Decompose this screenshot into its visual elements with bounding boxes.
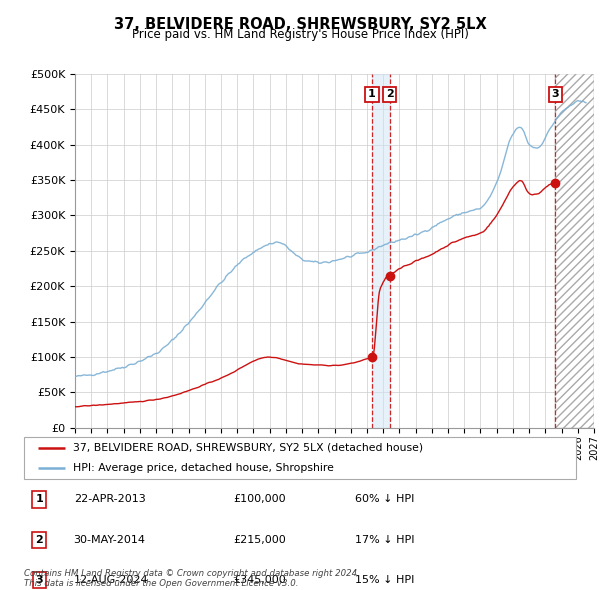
Text: 1: 1 [368,89,376,99]
Text: 15% ↓ HPI: 15% ↓ HPI [355,575,415,585]
Bar [372,74,390,428]
Text: 37, BELVIDERE ROAD, SHREWSBURY, SY2 5LX (detached house): 37, BELVIDERE ROAD, SHREWSBURY, SY2 5LX … [73,442,423,453]
Text: HPI: Average price, detached house, Shropshire: HPI: Average price, detached house, Shro… [73,463,334,473]
Text: 12-AUG-2024: 12-AUG-2024 [74,575,148,585]
Text: 3: 3 [35,575,43,585]
Text: £345,000: £345,000 [234,575,287,585]
Text: 2: 2 [35,535,43,545]
Text: 17% ↓ HPI: 17% ↓ HPI [355,535,415,545]
Text: 22-APR-2013: 22-APR-2013 [74,494,145,504]
Text: Price paid vs. HM Land Registry's House Price Index (HPI): Price paid vs. HM Land Registry's House … [131,28,469,41]
Text: £215,000: £215,000 [234,535,287,545]
Text: 37, BELVIDERE ROAD, SHREWSBURY, SY2 5LX: 37, BELVIDERE ROAD, SHREWSBURY, SY2 5LX [113,17,487,31]
Bar [556,74,594,428]
Text: 2: 2 [386,89,394,99]
Text: 1: 1 [35,494,43,504]
Text: 3: 3 [551,89,559,99]
Text: 30-MAY-2014: 30-MAY-2014 [74,535,146,545]
Text: 60% ↓ HPI: 60% ↓ HPI [355,494,415,504]
FancyBboxPatch shape [24,437,576,479]
Text: Contains HM Land Registry data © Crown copyright and database right 2024.
This d: Contains HM Land Registry data © Crown c… [24,569,360,588]
Text: £100,000: £100,000 [234,494,286,504]
